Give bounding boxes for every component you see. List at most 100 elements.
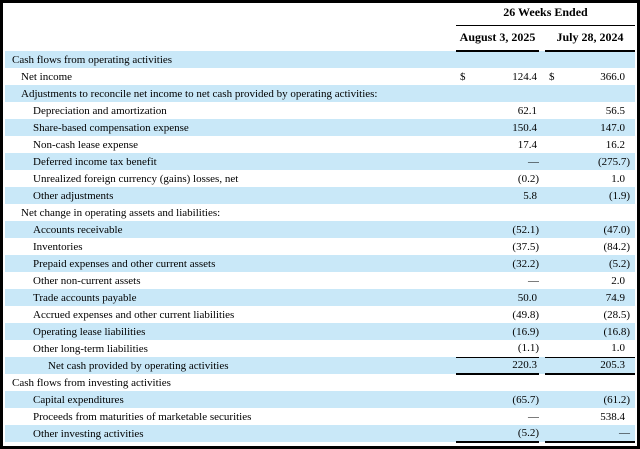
row-label: Prepaid expenses and other current asset…: [33, 257, 216, 270]
table-row: Deferred income tax benefit — (275.7): [5, 153, 636, 170]
currency-symbol-current: [456, 323, 472, 340]
row-label: Depreciation and amortization: [33, 104, 167, 117]
value-prior-period: (1.9): [608, 189, 631, 202]
value-current-period: [472, 204, 539, 221]
row-label: Other non-current assets: [33, 274, 141, 287]
value-current-period: [472, 85, 539, 102]
currency-symbol-current: [456, 204, 472, 221]
currency-symbol-prior: [545, 289, 561, 306]
column-header-prior-period: July 28, 2024: [545, 25, 636, 52]
row-label: Inventories: [33, 240, 83, 253]
table-row: Proceeds from maturities of marketable s…: [5, 408, 635, 425]
value-prior-period: 74.9: [605, 291, 626, 304]
row-label: Proceeds from maturities of marketable s…: [33, 410, 252, 423]
currency-symbol-current: [456, 306, 472, 323]
currency-symbol-prior: [545, 187, 561, 204]
currency-symbol-prior: [545, 391, 561, 408]
currency-symbol-current: [456, 102, 472, 119]
value-prior-period: 1.0: [561, 340, 636, 358]
currency-symbol-prior: [545, 136, 561, 153]
value-current-period: (1.1): [472, 340, 539, 358]
value-prior-period: (5.2): [608, 257, 631, 270]
value-current-period: (5.2): [472, 425, 539, 443]
currency-symbol-current: $: [460, 70, 466, 83]
currency-symbol-prior: [545, 374, 561, 391]
currency-symbol-prior: [545, 51, 561, 68]
value-prior-period: 1.0: [611, 172, 626, 185]
row-label: Net cash provided by operating activitie…: [48, 359, 229, 372]
currency-symbol-prior: $: [549, 70, 555, 83]
value-prior-period: (84.2): [603, 240, 631, 253]
currency-symbol-prior: [545, 408, 561, 425]
currency-symbol-current: [456, 238, 472, 255]
value-current-period: 62.1: [517, 104, 537, 117]
row-label: Other adjustments: [33, 189, 114, 202]
currency-symbol-current: [456, 119, 472, 136]
table-row: Net cash provided by operating activitie…: [5, 357, 636, 375]
currency-symbol-current: [456, 357, 472, 375]
table-body: Cash flows from operating activities Net…: [5, 51, 636, 443]
value-prior-period: 147.0: [600, 121, 626, 134]
header-spacer: [5, 3, 456, 25]
table-row: Prepaid expenses and other current asset…: [5, 255, 636, 272]
row-label: Adjustments to reconcile net income to n…: [21, 87, 378, 100]
value-current-period: 17.4: [517, 138, 537, 151]
value-prior-period: [561, 85, 635, 102]
value-current-period: 220.3: [472, 357, 539, 375]
value-current-period: (0.2): [517, 172, 539, 185]
currency-symbol-current: [456, 425, 472, 443]
table-row: Cash flows from investing activities: [5, 374, 635, 391]
row-label: Other long-term liabilities: [33, 342, 148, 355]
value-prior-period: (16.8): [603, 325, 631, 338]
value-prior-period: —: [561, 425, 636, 443]
table-row: Net income $ 124.4 $ 366.0: [5, 68, 635, 85]
table-row: Cash flows from operating activities: [5, 51, 636, 68]
value-current-period: 50.0: [517, 291, 537, 304]
table-row: Net change in operating assets and liabi…: [5, 204, 635, 221]
currency-symbol-current: [456, 51, 472, 68]
row-label: Net change in operating assets and liabi…: [21, 206, 221, 219]
table-row: Other investing activities (5.2) —: [5, 425, 636, 443]
currency-symbol-prior: [545, 255, 561, 272]
table-row: Share-based compensation expense 150.4 1…: [5, 119, 636, 136]
value-current-period: 124.4: [512, 70, 537, 83]
value-prior-period: (47.0): [603, 223, 631, 236]
row-label: Cash flows from investing activities: [12, 376, 171, 389]
value-prior-period: 2.0: [611, 274, 626, 287]
column-header-row: August 3, 2025 July 28, 2024: [5, 25, 636, 52]
value-prior-period: 56.5: [605, 104, 626, 117]
currency-symbol-prior: [545, 306, 561, 323]
table-row: Non-cash lease expense 17.4 16.2: [5, 136, 635, 153]
value-current-period: —: [528, 155, 539, 168]
value-prior-period: 366.0: [600, 70, 626, 83]
table-row: Capital expenditures (65.7) (61.2): [5, 391, 636, 408]
value-current-period: (49.8): [512, 308, 539, 321]
table-row: Other non-current assets — 2.0: [5, 272, 635, 289]
currency-symbol-prior: [545, 102, 561, 119]
table-row: Other long-term liabilities (1.1) 1.0: [5, 340, 636, 358]
row-label: Operating lease liabilities: [33, 325, 146, 338]
currency-symbol-current: [456, 340, 472, 358]
value-current-period: [472, 374, 539, 391]
value-current-period: —: [528, 410, 539, 423]
financial-table: 26 Weeks Ended August 3, 2025 July 28, 2…: [5, 3, 636, 443]
currency-symbol-prior: [545, 204, 561, 221]
period-header-row: 26 Weeks Ended: [5, 3, 636, 26]
currency-symbol-current: [456, 187, 472, 204]
currency-symbol-prior: [545, 357, 561, 375]
value-prior-period: (61.2): [603, 393, 631, 406]
table-row: Adjustments to reconcile net income to n…: [5, 85, 636, 102]
value-prior-period: 16.2: [605, 138, 626, 151]
value-prior-period: (28.5): [603, 308, 631, 321]
table-row: Trade accounts payable 50.0 74.9: [5, 289, 636, 306]
currency-symbol-prior: [545, 238, 561, 255]
currency-symbol-current: [456, 136, 472, 153]
currency-symbol-current: [456, 170, 472, 187]
table-row: Inventories (37.5) (84.2): [5, 238, 635, 255]
currency-symbol-current: [456, 85, 472, 102]
value-prior-period: [561, 204, 635, 221]
currency-symbol-prior: [545, 119, 561, 136]
header-spacer: [5, 25, 456, 51]
value-prior-period: 205.3: [561, 357, 636, 375]
currency-symbol-prior: [545, 221, 561, 238]
